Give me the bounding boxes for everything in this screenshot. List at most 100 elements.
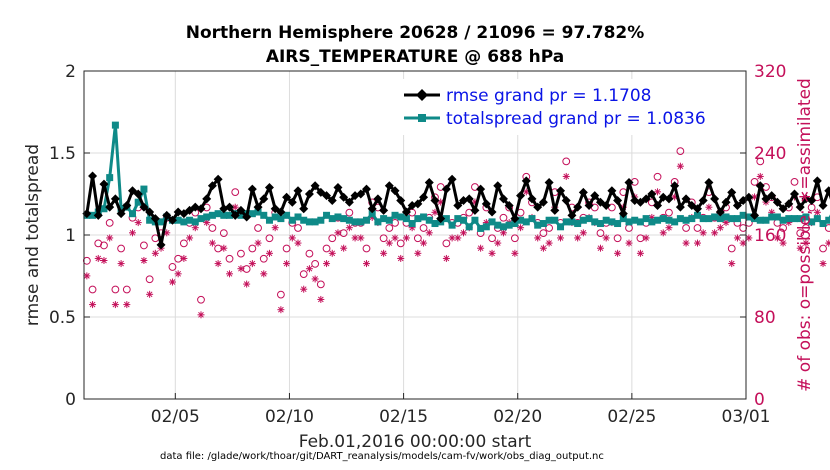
totalspread-point [756, 216, 764, 224]
assimilated-star-stroke [203, 219, 210, 226]
assimilated-star-stroke [243, 281, 250, 287]
possible-obs-marker [756, 157, 765, 166]
chart-subtitle: AIRS_TEMPERATURE @ 688 hPa [266, 47, 564, 67]
assimilated-obs-marker [340, 244, 348, 252]
assimilated-obs-marker [539, 244, 547, 252]
assimilated-star-stroke [232, 204, 239, 211]
possible-obs-marker [105, 218, 114, 227]
assimilated-star-stroke [83, 273, 90, 279]
rmse-point [755, 181, 765, 191]
assimilated-obs-marker [226, 270, 234, 278]
rmse-point [253, 202, 263, 212]
assimilated-star-stroke [238, 265, 244, 272]
totalspread-point [157, 218, 165, 226]
rmse-point [110, 194, 120, 204]
possible-obs-marker [362, 244, 371, 253]
totalspread-point [460, 216, 468, 224]
assimilated-obs-marker [728, 260, 736, 268]
possible-obs-marker [179, 239, 188, 248]
totalspread-point [813, 215, 821, 223]
totalspread-point [631, 216, 639, 224]
assimilated-star-stroke [637, 250, 644, 257]
assimilated-star-stroke [734, 235, 741, 241]
assimilated-star-stroke [403, 235, 410, 241]
assimilated-star-stroke [774, 235, 781, 241]
assimilated-obs-marker [277, 306, 285, 314]
totalspread-point [568, 218, 576, 226]
legend-background [398, 79, 678, 135]
totalspread-point [197, 215, 205, 223]
rmse-point [213, 174, 223, 184]
y-tick-label: 1.5 [49, 144, 76, 164]
right-y-axis-label: # of obs: o=possible; ∗=assimilated [795, 78, 815, 392]
assimilated-obs-marker [699, 229, 707, 237]
rmse-point [710, 194, 720, 204]
totalspread-point [528, 215, 536, 223]
possible-obs-marker [254, 224, 262, 232]
assimilated-obs-marker [385, 239, 393, 247]
totalspread-point [722, 213, 730, 221]
rmse-point [139, 202, 149, 212]
assimilated-star-stroke [106, 235, 113, 241]
possible-obs-marker [796, 229, 805, 238]
assimilated-star-stroke [574, 235, 581, 241]
right-y-axis-ticks: 0 80 160 240 320 [740, 62, 786, 410]
assimilated-obs-marker [220, 244, 228, 252]
totalspread-point [494, 221, 502, 229]
rmse-point [698, 196, 708, 206]
assimilated-obs-marker [191, 224, 199, 232]
y-tick-label: 0 [65, 390, 76, 410]
possible-obs-marker [562, 157, 571, 166]
assimilated-star-stroke [534, 235, 541, 241]
assimilated-star-stroke [489, 250, 495, 257]
assimilated-star-stroke [614, 250, 621, 257]
assimilated-obs-marker [140, 257, 148, 264]
possible-obs-marker [122, 285, 131, 294]
assimilated-star-stroke [563, 173, 570, 180]
right-y-tick-label: 0 [754, 390, 765, 410]
assimilated-obs-marker [739, 239, 747, 247]
totalspread-point [368, 210, 376, 218]
totalspread-point [825, 216, 830, 224]
assimilated-star-stroke [386, 240, 393, 246]
totalspread-point [174, 216, 182, 224]
totalspread-point [351, 218, 359, 226]
rmse-point [721, 197, 731, 207]
assimilated-star-stroke [694, 240, 701, 246]
rmse-point [150, 214, 160, 224]
possible-obs-marker [305, 249, 314, 258]
assimilated-star-stroke [186, 235, 193, 241]
rmse-point [641, 194, 651, 204]
totalspread-point [208, 211, 216, 219]
totalspread-point [425, 216, 433, 224]
rmse-point [401, 207, 411, 217]
assimilated-obs-marker [345, 224, 353, 232]
totalspread-point [768, 213, 776, 221]
assimilated-star-stroke [380, 250, 387, 257]
possible-obs-marker [442, 239, 451, 248]
totalspread-point [408, 220, 416, 228]
assimilated-star-stroke [175, 270, 182, 277]
possible-obs-marker [265, 234, 274, 243]
possible-obs-marker [282, 244, 291, 253]
totalspread-point [671, 218, 679, 226]
assimilated-star-stroke [278, 306, 284, 313]
totalspread-point [305, 218, 313, 226]
assimilated-obs-marker [477, 244, 485, 252]
totalspread-point [317, 216, 325, 224]
totalspread-point [277, 215, 285, 223]
possible-obs-marker [231, 188, 240, 197]
assimilated-star-stroke [803, 240, 809, 246]
assimilated-star-stroke [392, 235, 398, 241]
rmse-point [105, 202, 115, 212]
assimilated-obs-marker [288, 234, 296, 242]
assimilated-obs-marker [796, 244, 804, 252]
totalspread-point [117, 205, 125, 213]
assimilated-star-stroke [260, 270, 267, 277]
possible-obs-marker [510, 234, 519, 243]
rmse-point [653, 200, 663, 210]
assimilated-star-stroke [141, 257, 147, 264]
rmse-point [464, 194, 474, 204]
assimilated-star-stroke [728, 260, 735, 267]
